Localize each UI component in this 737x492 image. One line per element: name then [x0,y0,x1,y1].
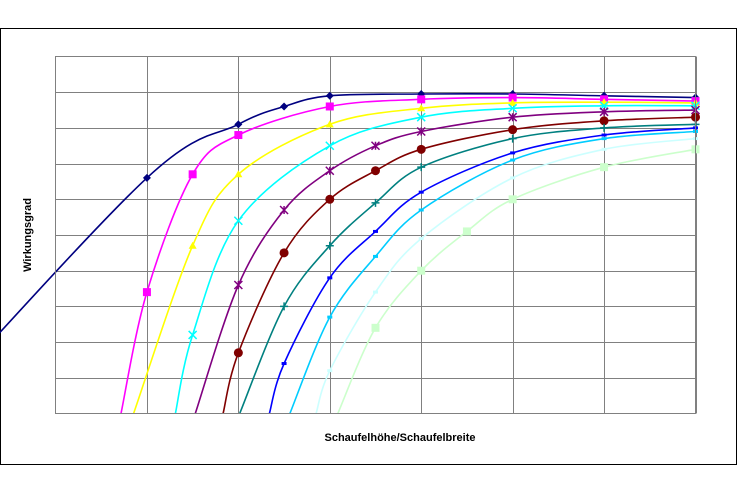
series-layer [0,89,701,414]
x-axis-label: Schaufelhöhe/Schaufelbreite [325,432,476,444]
series-7 [238,120,700,414]
marker-x [233,216,243,226]
marker-plus [280,302,289,311]
marker-circle [416,144,426,154]
marker-triangle [234,170,243,178]
marker-dash [373,254,378,258]
marker-star [233,280,243,290]
marker-triangle [188,241,197,249]
marker-circle [279,248,289,258]
series-6 [222,112,700,414]
marker-x [188,330,198,340]
marker-dash [327,315,333,319]
marker-dash [373,290,378,294]
marker-dash [281,362,287,366]
marker-plus [325,241,334,250]
marker-x [416,112,426,122]
marker-dash [418,208,424,212]
marker-plus [417,163,426,172]
marker-diamond [325,91,334,100]
marker-circle [325,194,335,204]
marker-plus [600,123,609,132]
marker-square [508,93,517,102]
marker-diamond [280,102,289,111]
series-line-1 [0,92,696,334]
marker-square [600,163,609,172]
marker-circle [233,348,243,358]
marker-star [599,107,609,117]
marker-square [462,227,471,236]
marker-square [417,266,426,275]
marker-triangle [417,104,426,112]
marker-triangle [325,120,334,128]
marker-circle [599,116,609,126]
marker-star [279,205,289,215]
marker-x [508,103,518,113]
marker-dash [601,147,607,151]
marker-star [508,112,518,122]
marker-star [416,126,426,137]
plot-area-border [55,56,696,414]
marker-plus [508,134,517,143]
marker-square [371,323,380,332]
marker-square [325,102,334,111]
y-axis-label: Wirkungsgrad [22,198,34,272]
marker-dash [327,276,333,280]
marker-circle [508,125,518,135]
marker-x [325,141,335,151]
marker-dash [510,158,516,162]
marker-dash [510,151,516,155]
marker-square [142,288,151,297]
marker-dash [418,190,424,194]
marker-star [370,141,381,151]
marker-star [325,166,335,176]
marker-dash [327,369,333,373]
marker-square [234,131,243,140]
marker-diamond [142,173,151,182]
marker-dash [510,176,516,180]
marker-dash [418,237,424,241]
marker-square [417,95,426,104]
marker-triangle [508,98,517,106]
marker-square [508,195,517,204]
marker-circle [371,166,380,176]
series-line-4 [174,104,696,414]
marker-dash [601,137,607,141]
marker-square [188,170,197,179]
marker-diamond [234,120,243,129]
marker-plus [371,198,380,207]
marker-dash [373,229,378,233]
marker-dash [601,133,607,137]
